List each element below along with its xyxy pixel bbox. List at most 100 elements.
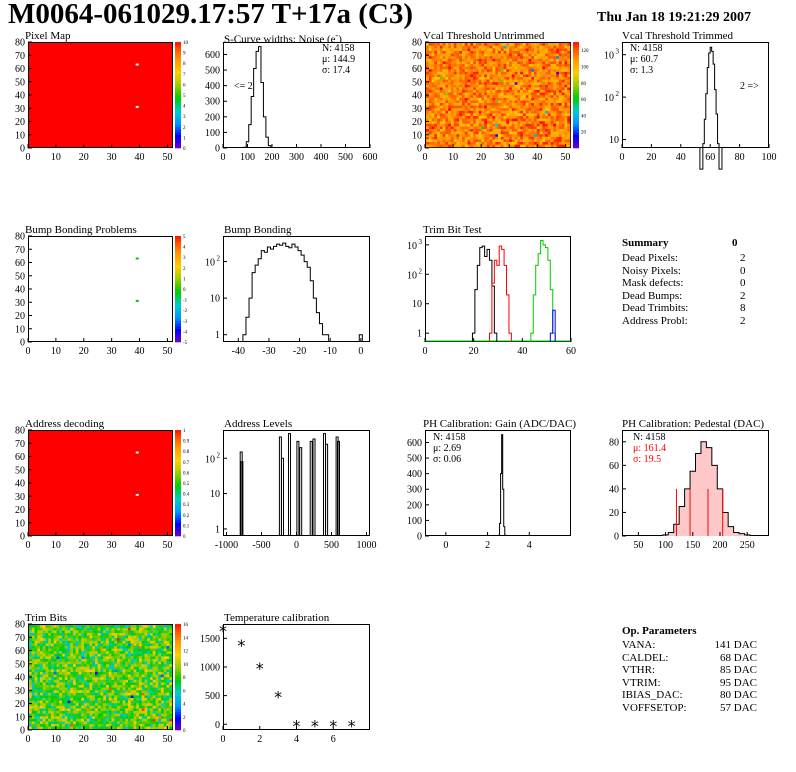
vcal-untrimmed-cell bbox=[486, 110, 490, 114]
trim-bits-cell bbox=[147, 703, 151, 706]
vcal-untrimmed-cell bbox=[437, 76, 441, 80]
vcal-untrimmed-cell bbox=[564, 92, 568, 96]
vcal-untrimmed-cell bbox=[498, 58, 501, 62]
trim-bits-cell bbox=[64, 664, 68, 667]
trim-bits-palette-cell bbox=[175, 626, 181, 630]
vcal-untrimmed-cell bbox=[473, 108, 477, 111]
vcal-trimmed-tick-label: 10 bbox=[604, 51, 614, 62]
vcal-untrimmed-cell bbox=[473, 66, 477, 70]
trim-bits-cell bbox=[75, 671, 79, 675]
vcal-untrimmed-cell bbox=[522, 79, 526, 83]
trim-bits-cell bbox=[51, 664, 54, 667]
trim-bits-cell bbox=[108, 700, 112, 704]
vcal-untrimmed-cell bbox=[553, 53, 557, 57]
trim-bits-cell bbox=[106, 643, 109, 646]
trim-bits-cell bbox=[130, 710, 134, 714]
trim-bits-cell bbox=[59, 710, 63, 714]
vcal-untrimmed-cell bbox=[456, 128, 460, 132]
vcal-untrimmed-cell bbox=[511, 66, 515, 70]
trim-bits-cell bbox=[117, 656, 120, 659]
vcal-untrimmed-cell bbox=[437, 108, 441, 111]
trim-bits-cell bbox=[40, 651, 43, 654]
pixel-map-tick-label: 10 bbox=[51, 152, 61, 163]
vcal-untrimmed-cell bbox=[525, 139, 529, 142]
vcal-untrimmed-cell bbox=[534, 95, 537, 98]
trim-bits-cell bbox=[163, 710, 167, 714]
trim-bits-cell bbox=[86, 721, 90, 724]
vcal-untrimmed-cell bbox=[489, 87, 493, 90]
vcal-untrimmed-cell bbox=[536, 102, 540, 106]
vcal-untrimmed-cell bbox=[553, 123, 557, 127]
vcal-untrimmed-cell bbox=[439, 53, 443, 57]
trim-bits-cell bbox=[78, 671, 82, 675]
trim-bits-cell bbox=[130, 679, 134, 683]
vcal-untrimmed-tick-label: 70 bbox=[412, 51, 422, 62]
address-decoding-palette-cell bbox=[175, 509, 181, 513]
vcal-untrimmed-cell bbox=[462, 134, 465, 137]
vcal-untrimmed-cell bbox=[456, 121, 460, 124]
trim-bits-cell bbox=[48, 674, 52, 678]
vcal-untrimmed-palette-cell bbox=[573, 49, 579, 53]
vcal-untrimmed-cell bbox=[545, 141, 549, 145]
trim-bits-cell bbox=[56, 643, 60, 646]
vcal-untrimmed-cell bbox=[481, 110, 485, 114]
trim-bits-cell bbox=[70, 695, 74, 698]
trim-bits-cell bbox=[158, 695, 162, 698]
vcal-untrimmed-cell bbox=[525, 69, 529, 72]
vcal-untrimmed-cell bbox=[450, 92, 454, 96]
vcal-untrimmed-cell bbox=[556, 74, 560, 77]
vcal-untrimmed-cell bbox=[503, 61, 507, 64]
vcal-untrimmed-cell bbox=[550, 134, 554, 137]
vcal-untrimmed-cell bbox=[531, 128, 535, 132]
vcal-untrimmed-cell bbox=[426, 50, 429, 54]
vcal-untrimmed-cell bbox=[486, 82, 490, 85]
trim-bits-cell bbox=[106, 716, 109, 719]
trim-bits-cell bbox=[106, 627, 109, 631]
address-levels-peak bbox=[281, 457, 284, 536]
trim-bits-cell bbox=[169, 640, 173, 644]
vcal-untrimmed-cell bbox=[437, 79, 441, 83]
trim-bits-cell bbox=[84, 677, 87, 680]
vcal-untrimmed-cell bbox=[456, 76, 460, 80]
trim-bits-cell bbox=[144, 710, 148, 714]
trim-bits-cell bbox=[59, 669, 63, 672]
trim-bits-cell bbox=[29, 684, 32, 688]
vcal-untrimmed-cell bbox=[439, 100, 443, 103]
trim-bits-cell bbox=[31, 651, 35, 654]
vcal-untrimmed-cell bbox=[478, 97, 482, 101]
trim-bits-cell bbox=[95, 679, 98, 683]
vcal-untrimmed-cell bbox=[522, 63, 526, 67]
trim-bits-cell bbox=[161, 700, 164, 704]
vcal-untrimmed-cell bbox=[522, 69, 526, 72]
trim-bits-cell bbox=[34, 690, 38, 693]
trim-bits-cell bbox=[125, 713, 129, 717]
vcal-untrimmed-cell bbox=[478, 139, 482, 142]
address-levels-tick-label: 10 bbox=[210, 489, 220, 500]
vcal-untrimmed-cell bbox=[453, 128, 457, 132]
trim-bits-cell bbox=[53, 648, 57, 652]
vcal-untrimmed-cell bbox=[462, 113, 465, 116]
vcal-untrimmed-cell bbox=[428, 139, 432, 142]
trim-bits-cell bbox=[103, 690, 107, 693]
trim-bits-cell bbox=[117, 648, 120, 652]
vcal-untrimmed-cell bbox=[484, 141, 488, 145]
trim-bits-cell bbox=[45, 643, 49, 646]
trim-bits-cell bbox=[166, 705, 170, 709]
vcal-untrimmed-cell bbox=[500, 105, 504, 109]
vcal-untrimmed-cell bbox=[539, 102, 543, 106]
vcal-trimmed-tick-exp: 2 bbox=[616, 90, 620, 98]
summary-row: Dead Bumps: 2 bbox=[622, 289, 746, 302]
vcal-untrimmed-cell bbox=[536, 115, 540, 119]
vcal-untrimmed-cell bbox=[534, 69, 537, 72]
address-decoding-title: Address decoding bbox=[25, 418, 105, 430]
vcal-untrimmed-cell bbox=[464, 69, 468, 72]
vcal-untrimmed-cell bbox=[459, 123, 463, 127]
vcal-untrimmed-cell bbox=[547, 48, 551, 51]
scurve-tick-label: 600 bbox=[205, 50, 220, 61]
trim-bits-cell bbox=[111, 708, 115, 711]
trim-bits-cell bbox=[75, 677, 79, 680]
trim-bits-cell bbox=[128, 648, 131, 652]
trim-bits-cell bbox=[75, 705, 79, 709]
vcal-untrimmed-cell bbox=[464, 82, 468, 85]
trim-bits-cell bbox=[141, 697, 145, 701]
